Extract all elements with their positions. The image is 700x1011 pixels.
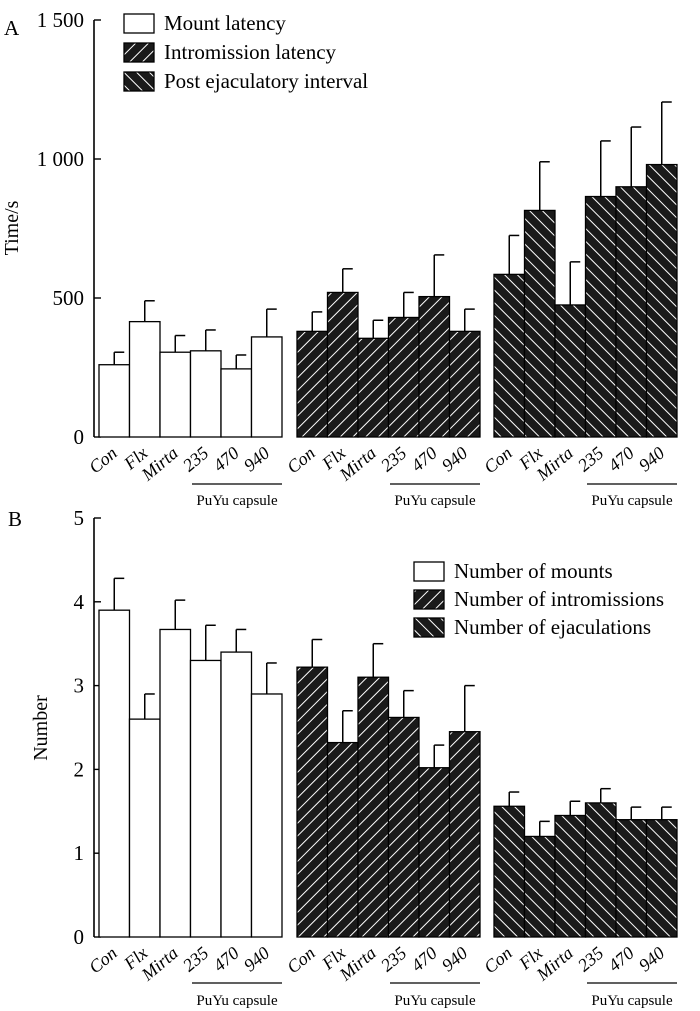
category-label: Con [480,943,516,978]
category-label: 940 [240,943,274,976]
bar [296,330,329,438]
bar [523,209,556,438]
category-label: 235 [377,443,411,476]
category-label: 235 [179,943,213,976]
legend-swatch [123,13,155,34]
bar [357,676,390,938]
bar [220,368,253,438]
y-axis-label: Time/s [1,200,23,255]
bar [387,716,420,938]
bar [250,336,283,438]
bar [387,316,420,438]
category-label: 470 [604,443,638,476]
bar [159,628,192,938]
legend-label: Intromission latency [164,40,337,64]
y-tick-label: 0 [74,925,85,949]
category-label: Con [85,943,121,978]
legend-label: Post ejaculatory interval [164,69,368,93]
legend-swatch [123,71,155,92]
bar [250,693,283,938]
category-label: 470 [209,443,243,476]
category-label: 235 [574,443,608,476]
group-label: PuYu capsule [394,993,476,1009]
bar [615,186,648,438]
y-tick-label: 2 [74,757,85,781]
group-label: PuYu capsule [591,993,673,1009]
y-tick-label: 1 000 [37,147,84,171]
legend-label: Number of ejaculations [454,615,651,639]
category-label: 470 [209,943,243,976]
legend-label: Number of mounts [454,559,613,583]
category-label: Con [283,443,319,478]
panel-label: A [4,16,20,40]
group-label: PuYu capsule [196,493,278,509]
bar [448,330,481,438]
y-tick-label: 500 [53,286,85,310]
legend-swatch [123,42,155,63]
bar [418,767,451,938]
y-tick-label: 5 [74,506,85,530]
legend-swatch [413,617,445,638]
category-label: Con [283,943,319,978]
y-tick-label: 0 [74,425,85,449]
bar [159,351,192,438]
bar [418,295,451,438]
legend-label: Number of intromissions [454,587,664,611]
bar [296,666,329,938]
bar [615,819,648,938]
bar [357,337,390,438]
category-label: 940 [240,443,274,476]
bar [523,835,556,938]
y-axis-label: Number [30,695,52,761]
category-label: 235 [574,943,608,976]
bar [189,350,222,438]
y-tick-label: 1 500 [37,8,84,32]
group-label: PuYu capsule [591,493,673,509]
bar [645,163,678,438]
bar [128,718,161,938]
bar [98,364,131,438]
bar [98,609,131,938]
legend-swatch [413,561,445,582]
category-label: 470 [407,443,441,476]
bar [554,814,587,938]
category-label: Con [480,443,516,478]
bar [220,651,253,938]
bar [493,273,526,438]
legend-swatch [413,589,445,610]
category-label: 940 [438,943,472,976]
bar [326,741,359,938]
category-label: 235 [179,443,213,476]
y-tick-label: 1 [74,841,85,865]
category-label: 940 [438,443,472,476]
category-label: 940 [635,943,669,976]
category-label: 470 [407,943,441,976]
category-label: 940 [635,443,669,476]
bar [493,805,526,938]
bar [584,195,617,438]
bar [554,304,587,438]
group-label: PuYu capsule [196,993,278,1009]
bar [448,731,481,938]
legend-label: Mount latency [164,11,286,35]
bar [645,819,678,938]
category-label: 470 [604,943,638,976]
y-tick-label: 4 [74,590,85,614]
bar [584,802,617,938]
bar [326,291,359,438]
bar [189,659,222,938]
category-label: 235 [377,943,411,976]
group-label: PuYu capsule [394,493,476,509]
bar [128,320,161,438]
category-label: Con [85,443,121,478]
panel-label: B [8,507,22,531]
y-tick-label: 3 [74,674,85,698]
